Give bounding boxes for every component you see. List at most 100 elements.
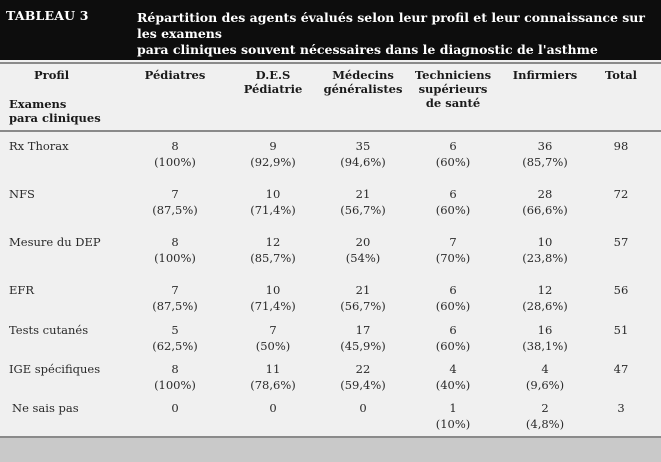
cell-percent-pediatres: (62,5%) [152,339,198,353]
cell-percent-techniciens: (40%) [435,378,471,392]
cell-total: 47 [613,362,629,376]
cell-percent-pediatres: (100%) [154,155,196,169]
header-techniciens-line-2: supérieurs [418,82,488,96]
cell-count-des: 0 [269,401,277,415]
cell-count-infirmiers: 4 [541,362,549,376]
cell-count-infirmiers: 16 [537,323,553,337]
cell-percent-des: (85,7%) [250,251,296,265]
cell-count-medecins: 17 [355,323,371,337]
cell-percent-infirmiers: (9,6%) [525,378,565,392]
cell-count-techniciens: 6 [449,187,457,201]
cell-count-des: 10 [265,187,281,201]
cell-count-pediatres: 8 [171,235,179,249]
cell-percent-pediatres: (100%) [154,378,196,392]
cell-percent-infirmiers: (85,7%) [522,155,568,169]
cell-count-medecins: 21 [355,187,371,201]
cell-percent-medecins: (54%) [345,251,381,265]
cell-count-pediatres: 0 [171,401,179,415]
header-total: Total [604,68,638,82]
cell-percent-infirmiers: (66,6%) [522,203,568,217]
cell-count-des: 7 [269,323,277,337]
header-examens-line-1: Examens [9,97,67,111]
cell-percent-des: (71,4%) [250,299,296,313]
cell-count-techniciens: 6 [449,323,457,337]
cell-count-des: 11 [265,362,281,376]
cell-total: 51 [613,323,629,337]
cell-count-techniciens: 6 [449,283,457,297]
cell-percent-medecins: (56,7%) [340,203,386,217]
header-des-line-2: Pédiatrie [243,82,303,96]
cell-count-des: 10 [265,283,281,297]
cell-percent-des: (50%) [255,339,291,353]
cell-percent-infirmiers: (28,6%) [522,299,568,313]
cell-percent-techniciens: (70%) [435,251,471,265]
table-bottom-rule [0,436,661,438]
cell-total: 72 [613,187,629,201]
cell-count-infirmiers: 28 [537,187,553,201]
header-techniciens-line-3: de santé [425,96,481,110]
table-title: Répartition des agents évalués selon leu… [137,10,652,58]
cell-percent-infirmiers: (23,8%) [522,251,568,265]
cell-count-pediatres: 7 [171,187,179,201]
cell-percent-infirmiers: (38,1%) [522,339,568,353]
cell-count-pediatres: 5 [171,323,179,337]
header-medecins-line-1: Médecins [332,68,394,82]
table-footer-bar [0,438,661,462]
cell-count-infirmiers: 12 [537,283,553,297]
cell-count-infirmiers: 36 [537,139,553,153]
cell-percent-des: (78,6%) [250,378,296,392]
row-label: IGE spécifiques [9,362,101,376]
cell-percent-pediatres: (100%) [154,251,196,265]
row-label: Ne sais pas [12,401,79,415]
cell-count-pediatres: 8 [171,139,179,153]
cell-count-techniciens: 6 [449,139,457,153]
table-header-rule [0,130,661,132]
cell-percent-techniciens: (10%) [435,417,471,431]
cell-percent-techniciens: (60%) [435,299,471,313]
table-top-rule [0,62,661,64]
cell-count-medecins: 35 [355,139,371,153]
cell-percent-medecins: (59,4%) [340,378,386,392]
header-examens-line-2: para cliniques [9,111,101,125]
header-profil: Profil [34,68,70,82]
cell-count-techniciens: 7 [449,235,457,249]
header-pediatres: Pédiatres [144,68,206,82]
row-label: Rx Thorax [9,139,69,153]
cell-percent-techniciens: (60%) [435,155,471,169]
cell-count-pediatres: 7 [171,283,179,297]
row-label: EFR [9,283,35,297]
row-label: Mesure du DEP [9,235,101,249]
cell-percent-medecins: (94,6%) [340,155,386,169]
table-title-line-1: Répartition des agents évalués selon leu… [137,10,645,41]
cell-count-des: 9 [269,139,277,153]
cell-percent-des: (71,4%) [250,203,296,217]
cell-total: 56 [613,283,629,297]
cell-count-infirmiers: 10 [537,235,553,249]
cell-percent-des: (92,9%) [250,155,296,169]
cell-count-des: 12 [265,235,281,249]
cell-percent-pediatres: (87,5%) [152,299,198,313]
cell-count-medecins: 20 [355,235,371,249]
cell-total: 98 [613,139,629,153]
cell-total: 3 [617,401,625,415]
row-label: NFS [9,187,35,201]
cell-count-techniciens: 1 [449,401,457,415]
row-label: Tests cutanés [9,323,89,337]
table-title-line-2: para cliniques souvent nécessaires dans … [137,42,598,57]
cell-count-infirmiers: 2 [541,401,549,415]
cell-count-techniciens: 4 [449,362,457,376]
table-header-bar: TABLEAU 3 Répartition des agents évalués… [0,0,661,60]
cell-percent-techniciens: (60%) [435,203,471,217]
header-infirmiers: Infirmiers [512,68,578,82]
cell-count-medecins: 0 [359,401,367,415]
cell-count-medecins: 22 [355,362,371,376]
table-body-background [0,60,661,438]
cell-percent-medecins: (56,7%) [340,299,386,313]
cell-percent-medecins: (45,9%) [340,339,386,353]
table-number: TABLEAU 3 [6,8,89,23]
header-medecins-line-2: généralistes [323,82,403,96]
cell-total: 57 [613,235,629,249]
header-des-line-1: D.E.S [255,68,291,82]
cell-percent-techniciens: (60%) [435,339,471,353]
